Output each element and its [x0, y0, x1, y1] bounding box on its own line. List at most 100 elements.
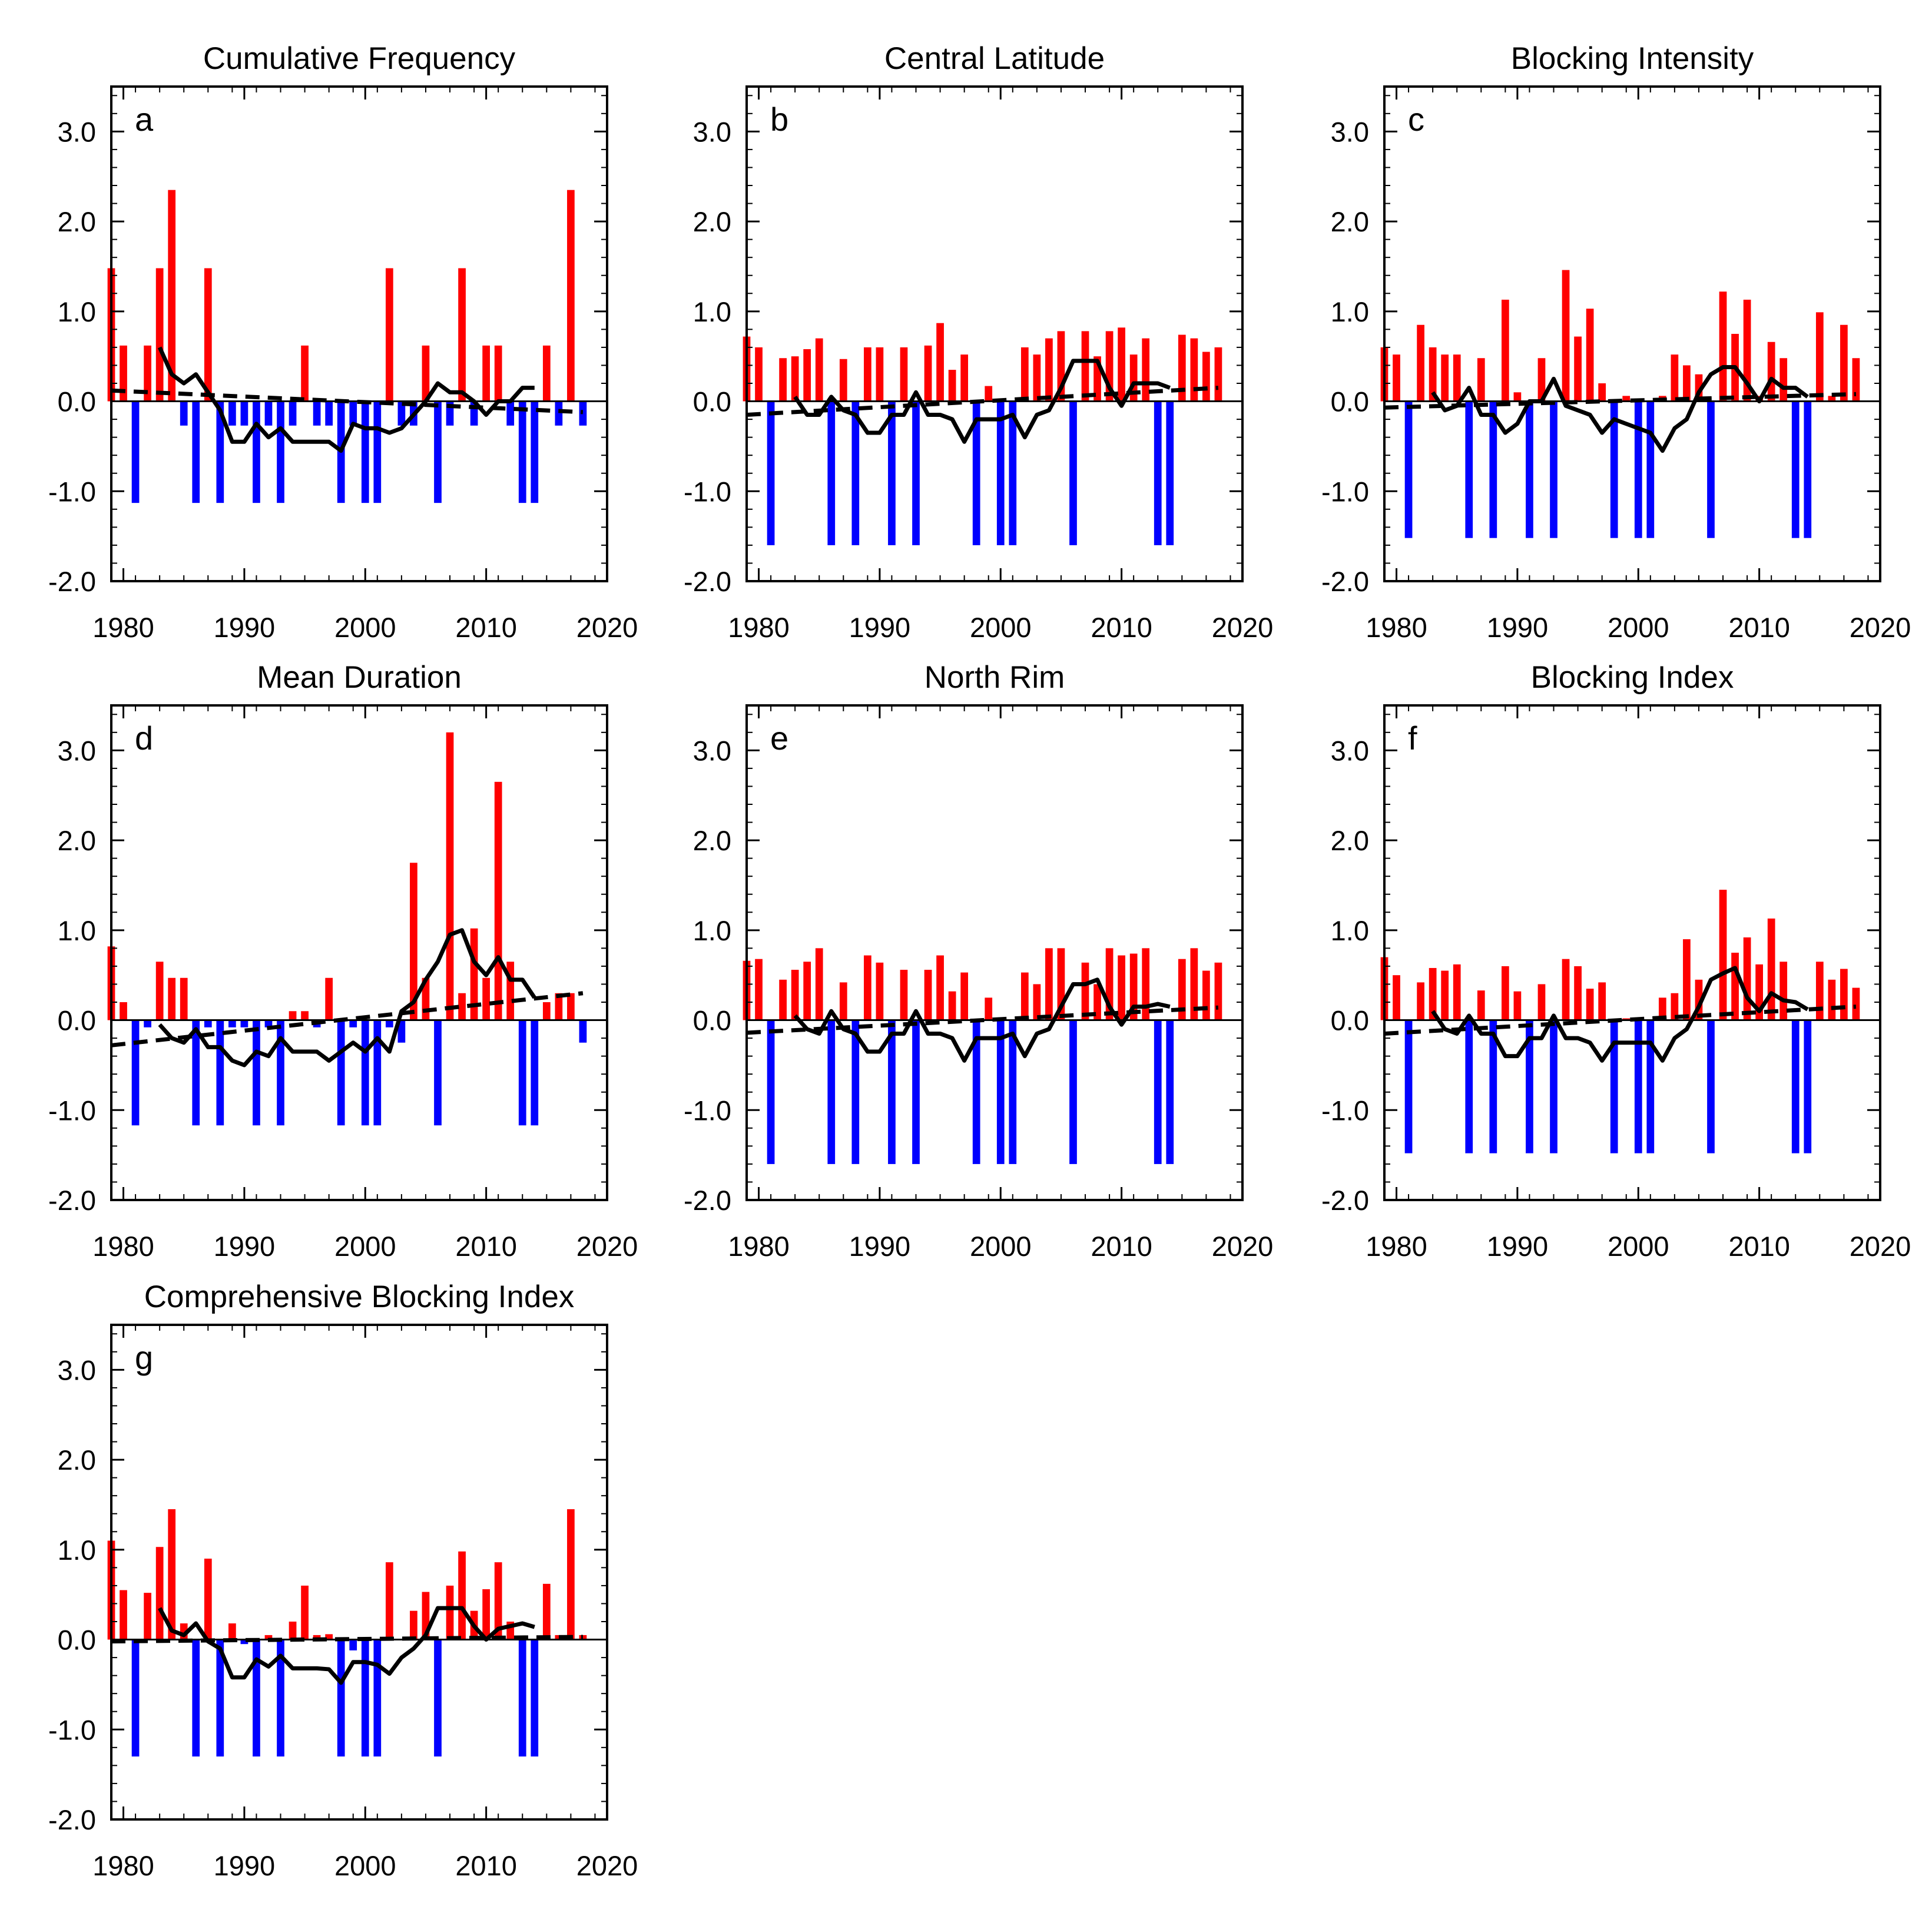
bar: [337, 1020, 345, 1126]
x-tick-label: 1980: [92, 1231, 154, 1262]
bar: [482, 1589, 491, 1640]
y-tick-label: -1.0: [1321, 1095, 1369, 1126]
y-tick-label: 2.0: [693, 825, 731, 856]
bar: [1441, 970, 1449, 1020]
panel-letter: d: [135, 720, 153, 757]
panel-d: Mean Duration d 3.0 2.0 1.0 0.0 -1.0 -2.0 1980 19…: [48, 660, 638, 1262]
bar: [289, 401, 297, 426]
bar: [446, 732, 454, 1020]
bar: [996, 401, 1005, 545]
bar: [767, 401, 775, 545]
bar: [131, 401, 140, 503]
bar: [851, 1020, 860, 1164]
x-tick-label: 2000: [334, 1850, 396, 1881]
x-tick-label: 2020: [576, 612, 638, 643]
plot-frame: [110, 85, 608, 582]
bar: [301, 1011, 309, 1020]
plot-frame: [110, 1324, 608, 1821]
bar: [1683, 939, 1691, 1020]
bar: [385, 1020, 393, 1027]
bar: [1550, 401, 1557, 538]
bar: [1477, 358, 1485, 402]
bar: [996, 1020, 1005, 1164]
x-tick-label: 2010: [1728, 1231, 1790, 1262]
x-tick-label: 2020: [1212, 1231, 1274, 1262]
x-tick-label: 1980: [1366, 612, 1427, 643]
bar: [1804, 401, 1812, 538]
x-tick-label: 2000: [334, 612, 396, 643]
bar: [839, 982, 847, 1020]
bar: [155, 1547, 164, 1640]
bar: [253, 1639, 260, 1757]
bar: [863, 347, 871, 402]
panel-letter: a: [135, 101, 154, 138]
bar: [482, 977, 491, 1020]
bar: [1791, 401, 1800, 538]
x-tick-label: 2020: [1212, 612, 1274, 643]
panel-b: Central Latitude b 3.0 2.0 1.0 0.0 -1.0 -2.0 198…: [684, 41, 1273, 643]
bar: [1804, 1020, 1812, 1153]
bar: [458, 268, 466, 402]
bar: [204, 1020, 212, 1027]
bar: [531, 1639, 539, 1757]
bar: [972, 401, 980, 545]
y-tick-label: 0.0: [1331, 1005, 1369, 1036]
bar: [458, 993, 466, 1020]
plot-frame: [745, 704, 1244, 1201]
bar: [1828, 396, 1836, 402]
x-tick-label: 2020: [1850, 612, 1911, 643]
bar: [120, 1590, 127, 1640]
bar: [410, 1610, 417, 1640]
bar: [1707, 401, 1715, 538]
bar: [1009, 401, 1017, 545]
x-tick-label: 2010: [1728, 612, 1790, 643]
bar: [1537, 358, 1546, 402]
bar: [567, 190, 575, 402]
bar: [1465, 1020, 1473, 1153]
bar: [337, 1639, 345, 1757]
bar: [960, 972, 969, 1020]
bar: [264, 1020, 273, 1027]
moving-average-line: [793, 359, 1171, 444]
bar: [1477, 990, 1485, 1020]
panel-letter: f: [1408, 720, 1417, 757]
panel-letter: c: [1408, 101, 1424, 138]
y-tick-label: -1.0: [684, 1095, 731, 1126]
bar: [1622, 1018, 1631, 1020]
y-tick-label: 3.0: [58, 1354, 96, 1385]
bar: [216, 401, 224, 503]
bar: [240, 1020, 248, 1027]
bar: [1118, 327, 1126, 402]
bar: [888, 1020, 896, 1164]
y-tick-label: 0.0: [58, 1005, 96, 1036]
bar: [1093, 984, 1101, 1020]
x-tick-label: 1990: [849, 1231, 911, 1262]
y-tick-label: -2.0: [48, 566, 96, 597]
bar: [924, 970, 932, 1020]
bar: [1417, 982, 1424, 1020]
bar: [1166, 1020, 1174, 1164]
panel-title: Mean Duration: [257, 660, 462, 695]
y-tick-label: 3.0: [693, 735, 731, 766]
bar: [1791, 1020, 1800, 1153]
x-tick-label: 1990: [1487, 1231, 1549, 1262]
panel-a: Cumulative Frequency a 3.0 2.0 1.0 0.0 -1.0 -2.…: [48, 41, 638, 643]
bar: [1537, 984, 1546, 1020]
bar: [1501, 966, 1509, 1020]
y-tick-label: 0.0: [58, 386, 96, 417]
bar: [349, 401, 357, 426]
bar: [1501, 299, 1509, 402]
bar: [924, 345, 932, 402]
bar: [1081, 331, 1089, 402]
bar: [313, 401, 321, 426]
bar: [494, 345, 502, 402]
bar: [180, 977, 188, 1020]
bar: [1033, 984, 1041, 1020]
y-tick-label: 1.0: [58, 1534, 96, 1566]
trend-line: [746, 386, 1219, 417]
bar: [1634, 401, 1642, 538]
panel-c: Blocking Intensity c 3.0 2.0 1.0 0.0 -1.0 -2.0 1…: [1321, 41, 1911, 643]
bar: [1033, 354, 1041, 402]
bar: [240, 401, 248, 426]
